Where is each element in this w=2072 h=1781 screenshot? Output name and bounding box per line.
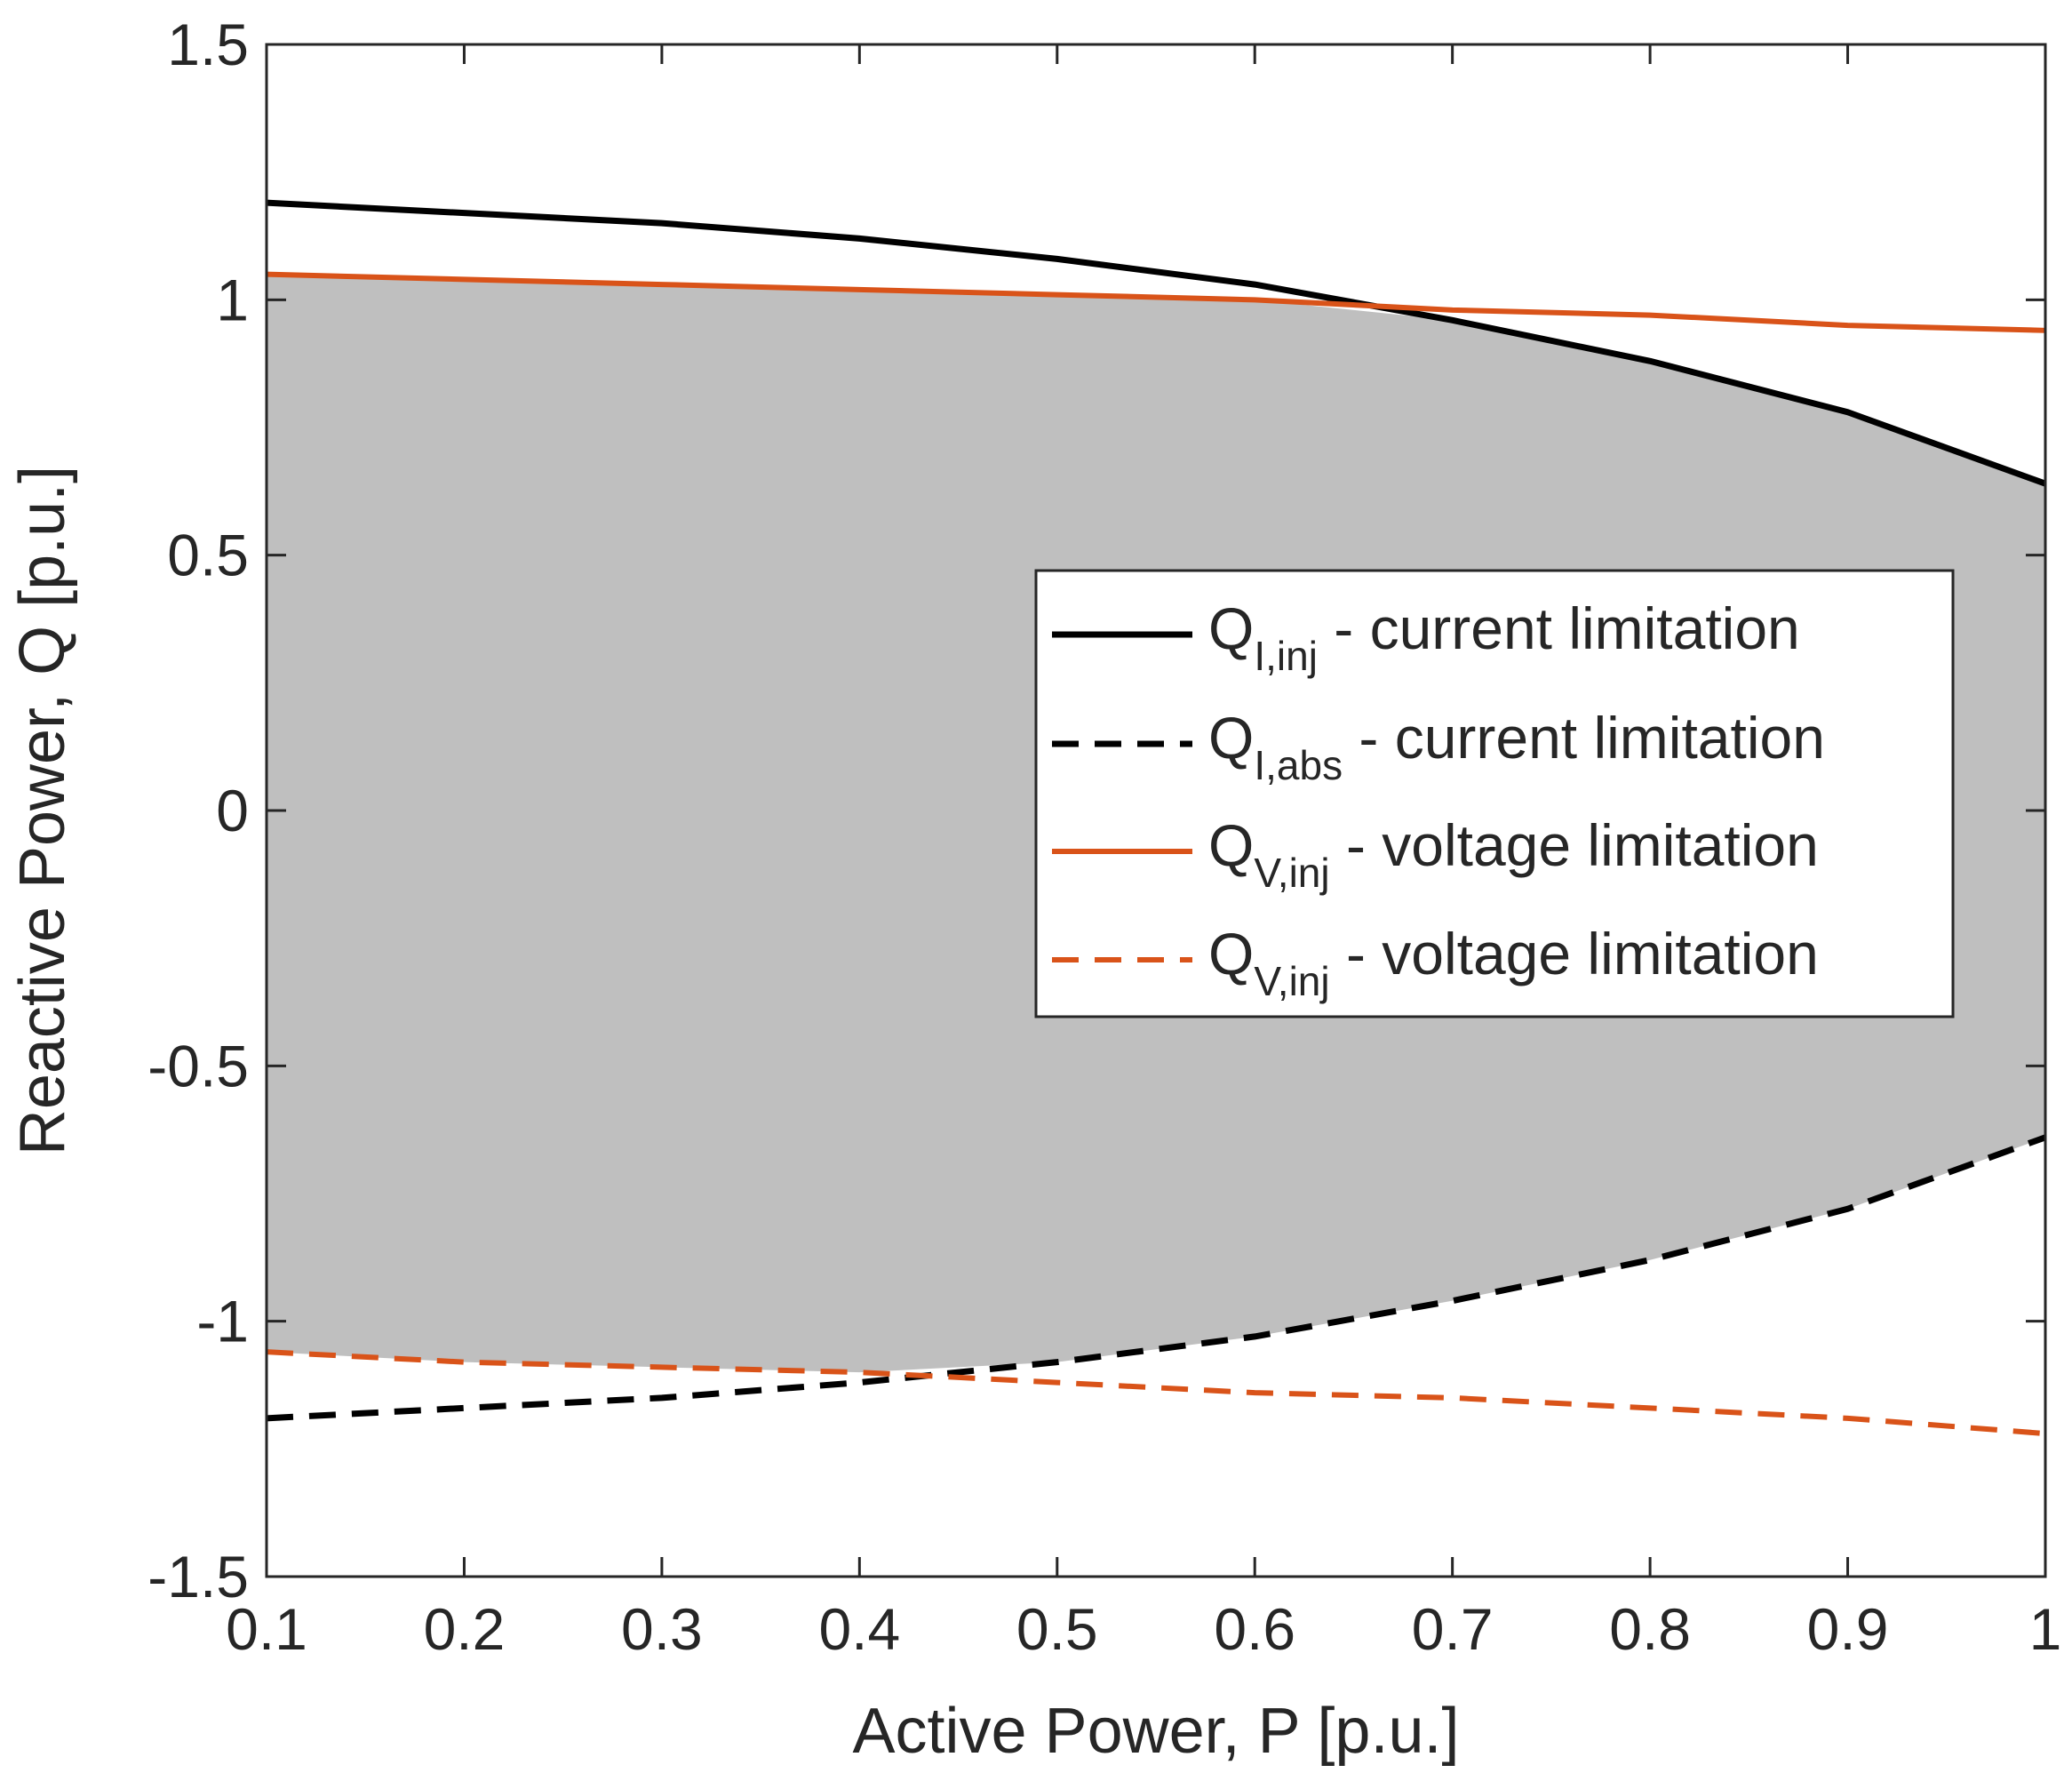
- x-tick-label: 0.9: [1807, 1596, 1889, 1662]
- x-axis-label: Active Power, P [p.u.]: [852, 1696, 1459, 1767]
- x-tick-label: 0.7: [1412, 1596, 1494, 1662]
- legend-label-1: QI,inj - current limitation: [1208, 595, 1800, 679]
- x-tick-label: 1: [2029, 1596, 2062, 1662]
- x-axis-ticks: 0.1 0.2 0.3 0.4 0.5 0.6 0.7 0.8 0.9 1: [226, 44, 2061, 1662]
- legend-label-2: QI,abs - current limitation: [1208, 705, 1825, 788]
- y-tick-label: -1.5: [147, 1544, 249, 1609]
- series-line-2: [266, 1134, 2047, 1422]
- legend-label-4: QV,inj - voltage limitation: [1208, 921, 1819, 1004]
- y-tick-label: -0.5: [147, 1033, 249, 1098]
- y-axis-label: Reactive Power, Q [p.u.]: [7, 466, 78, 1155]
- x-tick-label: 0.5: [1016, 1596, 1098, 1662]
- series-line-1: [266, 199, 2047, 487]
- x-tick-label: 0.4: [818, 1596, 900, 1662]
- y-tick-label: -1: [196, 1289, 249, 1354]
- series-line-3: [266, 271, 2046, 333]
- y-axis-ticks: 1.5 1 0.5 0 -0.5 -1 -1.5: [147, 12, 2045, 1609]
- y-tick-label: 0.5: [167, 523, 249, 588]
- x-tick-label: 0.3: [621, 1596, 703, 1662]
- y-tick-label: 0: [216, 778, 249, 843]
- x-tick-label: 0.2: [424, 1596, 506, 1662]
- legend-label-3: QV,inj - voltage limitation: [1208, 812, 1819, 896]
- legend: QI,inj - current limitation QI,abs - curr…: [1034, 569, 1955, 1018]
- y-tick-label: 1.5: [167, 12, 249, 77]
- x-tick-label: 0.1: [226, 1596, 307, 1662]
- x-tick-label: 0.6: [1214, 1596, 1295, 1662]
- y-tick-label: 1: [216, 267, 249, 332]
- series-layer: [266, 199, 2047, 1437]
- legend-box: [1034, 569, 1955, 1018]
- x-tick-label: 0.8: [1609, 1596, 1691, 1662]
